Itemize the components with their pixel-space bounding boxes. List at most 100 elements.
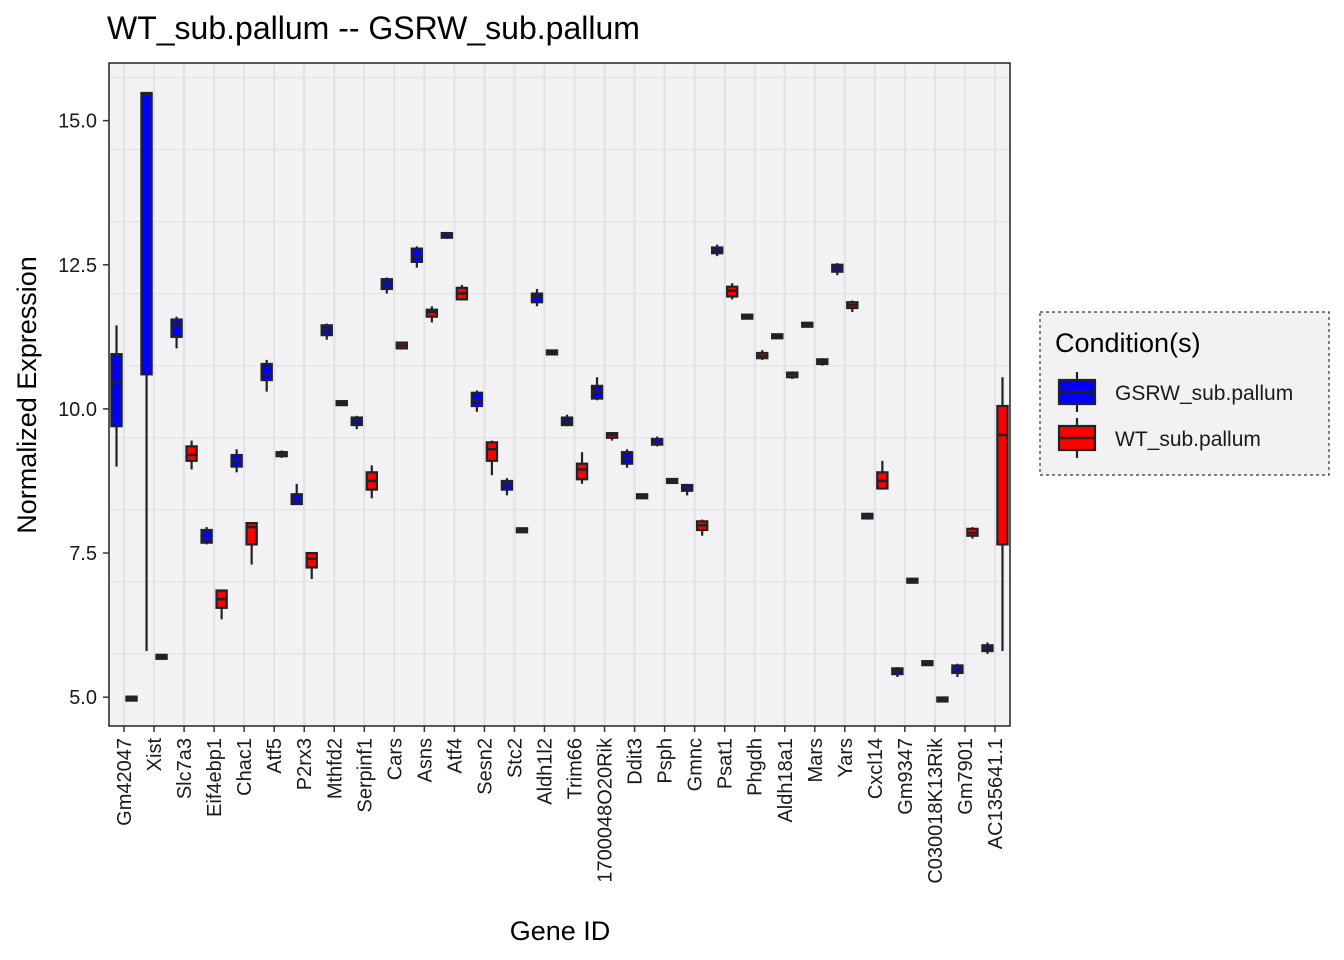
box-body	[200, 528, 213, 544]
box-Mars-WT_sub.pallum	[816, 358, 829, 366]
legend-title: Condition(s)	[1055, 328, 1201, 358]
y-axis: 5.0 7.5 10.0 12.5 15.0	[58, 111, 109, 709]
box-Mars-GSRW_sub.pallum	[801, 321, 814, 328]
x-tick-label: Mthfd2	[324, 738, 346, 799]
box-body	[500, 479, 514, 491]
box-Cxcl14-GSRW_sub.pallum	[861, 512, 874, 520]
plot-border	[108, 62, 1011, 727]
box-Gm42047-WT_sub.pallum	[125, 695, 138, 702]
x-tick-label: Cxcl14	[865, 738, 887, 799]
x-tick-label: Slc7a3	[174, 738, 196, 799]
box-Slc7a3-WT_sub.pallum	[185, 440, 198, 470]
x-tick-label: Asns	[414, 738, 436, 782]
box-Xist-WT_sub.pallum	[155, 653, 168, 660]
box-body	[185, 445, 198, 462]
box-Aldh1l2-GSRW_sub.pallum	[530, 288, 544, 307]
x-tick-label: Gm7901	[955, 738, 977, 815]
box-Gm7901-WT_sub.pallum	[966, 527, 979, 539]
box-Eif4ebp1-GSRW_sub.pallum	[200, 527, 213, 545]
x-axis: Gm42047 Xist Slc7a3 Eif4ebp1 Chac1 Atf5 P2rx3 M…	[114, 726, 1007, 884]
box-Gm42047-GSRW_sub.pallum	[110, 325, 123, 467]
box-Psat1-WT_sub.pallum	[725, 283, 739, 300]
x-tick-label: Atf5	[264, 738, 286, 774]
x-tick-label: C030018K13Rik	[925, 737, 947, 884]
box-Atf5-WT_sub.pallum	[275, 450, 288, 458]
x-tick-label: Eif4ebp1	[204, 738, 226, 817]
box-Asns-GSRW_sub.pallum	[410, 246, 424, 268]
grid-lines	[109, 63, 1010, 727]
x-tick-label: Aldh18a1	[775, 738, 797, 823]
box-Cxcl14-WT_sub.pallum	[876, 460, 889, 490]
box-C030018K13Rik-GSRW_sub.pallum	[921, 660, 934, 667]
box-Gm9347-WT_sub.pallum	[906, 577, 919, 584]
y-tick-label: 10.0	[58, 399, 97, 421]
box-group	[110, 91, 1009, 703]
box-Gmnc-WT_sub.pallum	[695, 519, 709, 536]
box-Gmnc-GSRW_sub.pallum	[680, 483, 694, 496]
box-Mthfd2-GSRW_sub.pallum	[320, 323, 333, 340]
x-tick-label: AC135641.1	[985, 738, 1007, 849]
chart-title: WT_sub.pallum -- GSRW_sub.pallum	[107, 10, 640, 46]
box-Ddit3-GSRW_sub.pallum	[620, 449, 634, 468]
x-tick-label: Mars	[805, 738, 827, 782]
box-Trim66-WT_sub.pallum	[575, 452, 589, 484]
box-Psph-GSRW_sub.pallum	[650, 436, 664, 447]
box-body	[110, 353, 123, 428]
box-Chac1-GSRW_sub.pallum	[230, 449, 243, 473]
x-tick-label: Cars	[384, 738, 406, 780]
x-tick-label: Xist	[144, 738, 166, 772]
box-Yars-WT_sub.pallum	[846, 300, 859, 313]
legend-item: WT_sub.pallum	[1057, 418, 1261, 458]
box-Serpinf1-WT_sub.pallum	[365, 465, 378, 499]
box-body	[170, 318, 183, 338]
box-body	[575, 462, 589, 481]
x-tick-label: Sesn2	[474, 738, 496, 795]
box-Sesn2-GSRW_sub.pallum	[470, 390, 484, 412]
box-Aldh1l2-WT_sub.pallum	[545, 349, 559, 356]
box-Trim66-GSRW_sub.pallum	[560, 414, 574, 427]
y-tick-label: 12.5	[58, 255, 97, 277]
x-tick-label: Psph	[655, 738, 677, 784]
box-Phgdh-GSRW_sub.pallum	[741, 313, 754, 320]
box-Mthfd2-WT_sub.pallum	[335, 400, 348, 407]
box-Xist-GSRW_sub.pallum	[140, 91, 153, 652]
y-axis-title: Normalized Expression	[12, 256, 42, 534]
x-tick-label: Atf4	[444, 738, 466, 774]
box-Aldh18a1-GSRW_sub.pallum	[771, 333, 784, 340]
y-tick-label: 5.0	[69, 687, 97, 709]
box-body	[530, 292, 544, 304]
box-body	[140, 91, 153, 376]
legend-item: GSRW_sub.pallum	[1057, 372, 1293, 412]
box-Atf4-WT_sub.pallum	[455, 284, 469, 301]
x-tick-label: Trim66	[565, 738, 587, 799]
box-body	[260, 362, 273, 382]
x-tick-label: 1700048O20Rik	[595, 737, 617, 883]
box-AC135641.1-WT_sub.pallum	[996, 377, 1009, 652]
box-C030018K13Rik-WT_sub.pallum	[936, 696, 949, 703]
x-tick-label: Gmnc	[685, 738, 707, 791]
box-Cars-GSRW_sub.pallum	[380, 277, 394, 294]
box-Chac1-WT_sub.pallum	[245, 521, 258, 565]
box-Stc2-WT_sub.pallum	[515, 527, 529, 534]
box-Gm7901-GSRW_sub.pallum	[951, 663, 964, 677]
legend-label: GSRW_sub.pallum	[1115, 382, 1293, 405]
box-Cars-WT_sub.pallum	[395, 341, 409, 350]
box-Asns-WT_sub.pallum	[425, 306, 439, 323]
box-body	[245, 521, 258, 546]
box-Yars-GSRW_sub.pallum	[831, 263, 844, 276]
x-axis-title: Gene ID	[510, 916, 611, 946]
x-tick-label: Stc2	[504, 738, 526, 778]
box-Gm9347-GSRW_sub.pallum	[891, 667, 904, 677]
x-tick-label: Ddit3	[625, 738, 647, 785]
x-tick-label: Chac1	[234, 738, 256, 796]
box-Eif4ebp1-WT_sub.pallum	[215, 589, 228, 620]
x-tick-label: Phgdh	[745, 738, 767, 796]
box-Slc7a3-GSRW_sub.pallum	[170, 316, 183, 349]
box-1700048O20Rik-GSRW_sub.pallum	[590, 377, 604, 401]
box-Atf4-GSRW_sub.pallum	[440, 231, 454, 239]
x-tick-label: Yars	[835, 738, 857, 778]
box-AC135641.1-GSRW_sub.pallum	[981, 642, 994, 654]
box-body	[305, 551, 318, 569]
box-body	[996, 404, 1009, 546]
box-P2rx3-GSRW_sub.pallum	[290, 483, 303, 506]
